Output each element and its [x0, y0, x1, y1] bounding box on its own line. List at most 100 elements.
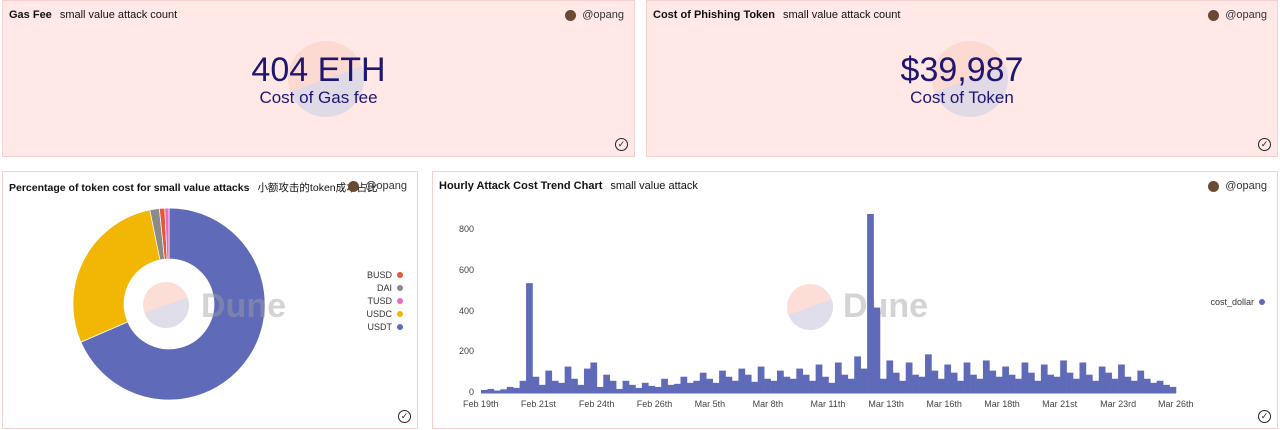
- bar[interactable]: [487, 388, 495, 393]
- bar[interactable]: [1015, 378, 1022, 393]
- bar[interactable]: [719, 370, 726, 393]
- pie-slice-usdt[interactable]: [80, 207, 266, 401]
- bar[interactable]: [751, 381, 759, 393]
- bar[interactable]: [571, 378, 578, 393]
- bar[interactable]: [564, 366, 572, 393]
- bar[interactable]: [686, 382, 694, 393]
- bar[interactable]: [603, 374, 611, 393]
- author-link[interactable]: @opang: [348, 180, 407, 192]
- bar[interactable]: [982, 360, 990, 393]
- bar[interactable]: [577, 384, 585, 393]
- bar[interactable]: [712, 382, 720, 393]
- bar[interactable]: [545, 370, 553, 393]
- bar[interactable]: [1066, 372, 1074, 393]
- bar[interactable]: [925, 354, 932, 393]
- bar[interactable]: [583, 368, 591, 393]
- bar[interactable]: [661, 378, 668, 393]
- bar[interactable]: [725, 376, 733, 393]
- bar[interactable]: [1111, 378, 1119, 393]
- bar[interactable]: [809, 380, 816, 393]
- bar[interactable]: [506, 386, 514, 393]
- bar[interactable]: [500, 389, 508, 393]
- bar[interactable]: [905, 362, 913, 393]
- bar[interactable]: [957, 380, 964, 393]
- bar[interactable]: [519, 380, 527, 393]
- bar[interactable]: [789, 378, 797, 393]
- bar[interactable]: [538, 384, 546, 393]
- bar[interactable]: [1073, 378, 1080, 393]
- bar[interactable]: [1137, 370, 1145, 393]
- bar[interactable]: [481, 389, 488, 393]
- bar[interactable]: [892, 372, 900, 393]
- bar[interactable]: [989, 370, 997, 393]
- bar[interactable]: [886, 360, 894, 393]
- bar[interactable]: [731, 380, 739, 393]
- bar[interactable]: [1085, 374, 1093, 393]
- bar[interactable]: [1105, 372, 1112, 393]
- bar[interactable]: [513, 387, 520, 393]
- legend-item[interactable]: BUSD: [366, 268, 403, 281]
- bar[interactable]: [912, 374, 919, 393]
- bar[interactable]: [822, 376, 829, 393]
- legend-item[interactable]: USDT: [366, 320, 403, 333]
- bar[interactable]: [744, 374, 752, 393]
- bar[interactable]: [867, 214, 874, 393]
- bar[interactable]: [635, 387, 643, 393]
- bar[interactable]: [770, 380, 778, 393]
- bar[interactable]: [757, 366, 765, 393]
- bar[interactable]: [970, 374, 977, 393]
- bar[interactable]: [783, 376, 791, 393]
- bar[interactable]: [1053, 376, 1061, 393]
- bar[interactable]: [828, 382, 836, 393]
- bar[interactable]: [1156, 380, 1164, 393]
- check-icon[interactable]: ✓: [615, 138, 628, 151]
- bar[interactable]: [1021, 362, 1029, 393]
- author-link[interactable]: @opang: [1208, 180, 1267, 192]
- bar[interactable]: [558, 382, 565, 393]
- check-icon[interactable]: ✓: [398, 410, 411, 423]
- bar[interactable]: [777, 370, 784, 393]
- author-link[interactable]: @opang: [565, 9, 624, 21]
- bar[interactable]: [1027, 372, 1035, 393]
- bar[interactable]: [526, 283, 533, 393]
- bar[interactable]: [899, 380, 907, 393]
- bar[interactable]: [918, 376, 926, 393]
- bar[interactable]: [1060, 360, 1067, 393]
- bar[interactable]: [1143, 378, 1151, 393]
- check-icon[interactable]: ✓: [1258, 410, 1271, 423]
- bar[interactable]: [764, 378, 771, 393]
- bar[interactable]: [622, 380, 630, 393]
- bar[interactable]: [841, 374, 849, 393]
- bar[interactable]: [1079, 362, 1087, 393]
- bar[interactable]: [1002, 366, 1009, 393]
- bar[interactable]: [667, 384, 675, 393]
- bar[interactable]: [699, 372, 707, 393]
- bar[interactable]: [596, 386, 604, 393]
- bar[interactable]: [693, 380, 701, 393]
- bar[interactable]: [532, 376, 540, 393]
- author-link[interactable]: @opang: [1208, 9, 1267, 21]
- bar[interactable]: [706, 378, 713, 393]
- bar[interactable]: [815, 364, 823, 393]
- bar[interactable]: [551, 380, 559, 393]
- bar[interactable]: [1034, 380, 1042, 393]
- bar[interactable]: [629, 384, 636, 393]
- bar[interactable]: [879, 378, 887, 393]
- bar[interactable]: [738, 368, 746, 393]
- check-icon[interactable]: ✓: [1258, 138, 1271, 151]
- bar[interactable]: [937, 378, 945, 393]
- bar[interactable]: [950, 372, 958, 393]
- bar[interactable]: [590, 362, 598, 393]
- bar[interactable]: [1092, 380, 1100, 393]
- pie-slice-tusd[interactable]: [164, 207, 170, 260]
- bar[interactable]: [1118, 364, 1125, 393]
- bar[interactable]: [493, 390, 501, 393]
- bar[interactable]: [1150, 382, 1157, 393]
- bar[interactable]: [931, 370, 939, 393]
- bar[interactable]: [680, 376, 688, 393]
- bar[interactable]: [796, 368, 804, 393]
- bar[interactable]: [976, 378, 984, 393]
- bar[interactable]: [1008, 374, 1016, 393]
- bar[interactable]: [854, 356, 861, 393]
- legend-item[interactable]: TUSD: [366, 294, 403, 307]
